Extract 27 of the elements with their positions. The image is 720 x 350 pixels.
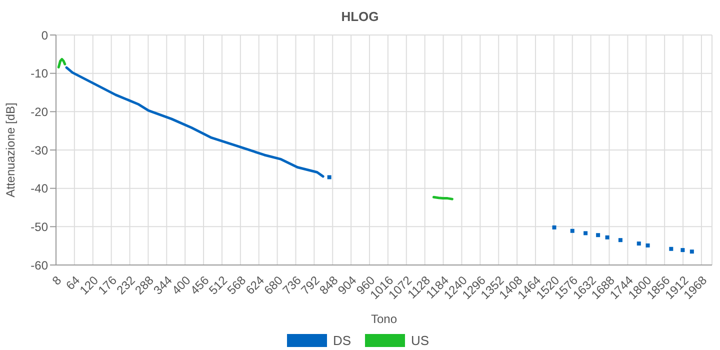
line-series xyxy=(65,66,324,178)
point xyxy=(605,235,610,240)
point xyxy=(584,231,588,236)
point xyxy=(669,246,674,251)
point xyxy=(646,243,650,248)
point xyxy=(618,238,622,242)
point xyxy=(570,228,574,233)
legend-label: DS xyxy=(332,333,351,348)
y-tick-label: -20 xyxy=(30,104,48,119)
point xyxy=(680,248,685,252)
point xyxy=(690,250,694,254)
y-axis-title: Attenuazione [dB] xyxy=(3,102,18,198)
point xyxy=(552,225,556,230)
x-tick-label: 8 xyxy=(50,273,64,288)
y-tick-label: -30 xyxy=(30,143,48,158)
y-tick-label: -10 xyxy=(30,66,48,81)
point xyxy=(596,233,600,238)
legend-label: US xyxy=(411,333,430,348)
y-tick-label: -40 xyxy=(30,182,48,196)
x-axis-title: Tono xyxy=(370,312,398,326)
line-series xyxy=(57,58,66,68)
y-tick-label: -60 xyxy=(30,258,48,272)
chart-title: HLOG xyxy=(340,8,380,26)
point xyxy=(636,242,641,246)
y-tick-label: 0 xyxy=(41,28,48,42)
point xyxy=(327,175,332,180)
y-tick-label: -50 xyxy=(30,220,48,234)
